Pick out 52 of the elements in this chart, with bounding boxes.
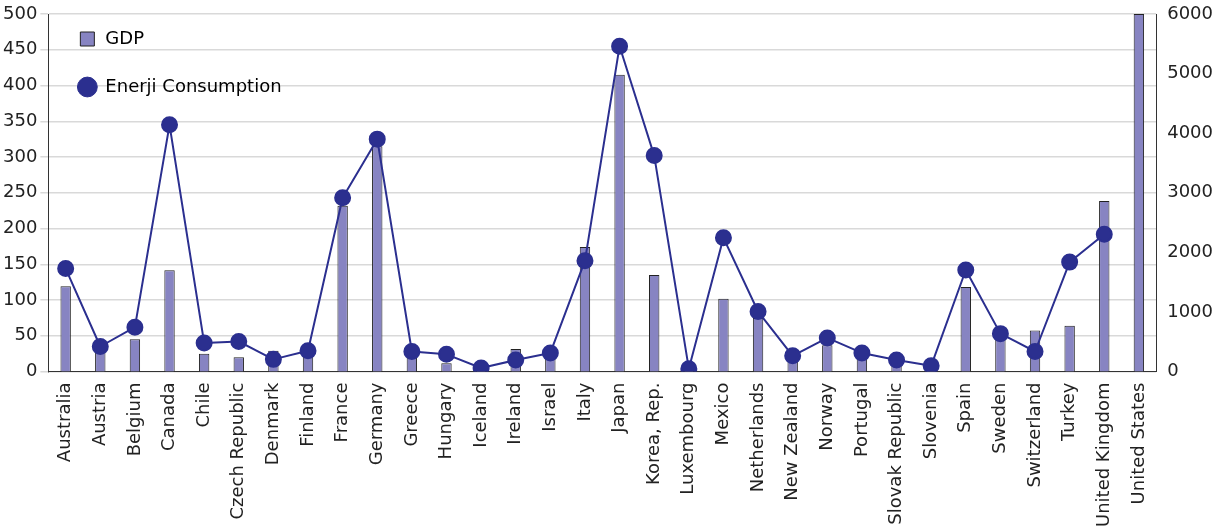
- x-tick-label: Chile: [191, 382, 213, 428]
- y-tick-label: 450: [3, 37, 38, 59]
- x-tick-label: Turkey: [1057, 382, 1079, 443]
- x-tick-label: Norway: [814, 382, 836, 451]
- x-tick-label: Luxembourg: [676, 382, 698, 495]
- y-tick-label: 500: [3, 1, 38, 23]
- x-tick-label: Belgium: [122, 382, 144, 457]
- y-tick-label: 250: [3, 180, 38, 202]
- x-tick-label: Greece: [399, 382, 421, 447]
- y-tick-label: 0: [25, 359, 38, 381]
- x-tick-label: Netherlands: [745, 382, 767, 493]
- x-tick-label: Spain: [953, 382, 975, 433]
- x-tick-label: New Zealand: [780, 382, 802, 501]
- x-tick-label: Australia: [53, 382, 75, 463]
- x-tick-label: Portugal: [849, 382, 871, 458]
- y2-tick-label: 1000: [1167, 299, 1213, 321]
- x-tick-label: Czech Republic: [226, 382, 248, 520]
- y-tick-label: 150: [3, 251, 38, 273]
- x-tick-label: Iceland: [468, 382, 490, 448]
- y2-tick-label: 5000: [1167, 61, 1213, 83]
- x-tick-label: Mexico: [711, 382, 733, 446]
- x-tick-label: France: [330, 382, 352, 443]
- x-tick-label: Switzerland: [1022, 382, 1044, 488]
- x-tick-label: United States: [1126, 382, 1148, 505]
- y-tick-label: 400: [3, 73, 38, 95]
- y2-tick-label: 0: [1167, 359, 1179, 381]
- x-tick-label: Germany: [364, 382, 386, 466]
- x-tick-label: Canada: [157, 382, 179, 452]
- y-tick-label: 50: [14, 323, 38, 345]
- x-tick-label: Italy: [572, 382, 594, 422]
- legend-label: Enerji Consumption: [105, 74, 282, 96]
- y2-tick-label: 6000: [1167, 1, 1213, 23]
- x-tick-label: Denmark: [261, 381, 283, 466]
- legend-label: GDP: [105, 26, 145, 48]
- y2-tick-label: 2000: [1167, 240, 1213, 262]
- x-tick-label: Finland: [295, 382, 317, 447]
- y-tick-label: 350: [3, 108, 38, 130]
- x-tick-label: United Kingdom: [1091, 382, 1113, 528]
- x-tick-label: Israel: [538, 382, 560, 432]
- x-tick-label: Slovenia: [918, 382, 940, 460]
- x-tick-label: Ireland: [503, 382, 525, 445]
- x-tick-label: Sweden: [988, 382, 1010, 454]
- y-tick-label: 300: [3, 144, 38, 166]
- x-tick-label: Austria: [87, 382, 109, 447]
- x-tick-label: Korea, Rep.: [641, 382, 663, 485]
- x-tick-label: Japan: [607, 382, 629, 434]
- y-tick-label: 100: [3, 287, 38, 309]
- y2-tick-label: 3000: [1167, 180, 1213, 202]
- x-tick-label: Hungary: [434, 382, 456, 460]
- x-tick-label: Slovak Republic: [884, 382, 906, 525]
- y-tick-label: 200: [3, 216, 38, 238]
- y2-tick-label: 4000: [1167, 120, 1213, 142]
